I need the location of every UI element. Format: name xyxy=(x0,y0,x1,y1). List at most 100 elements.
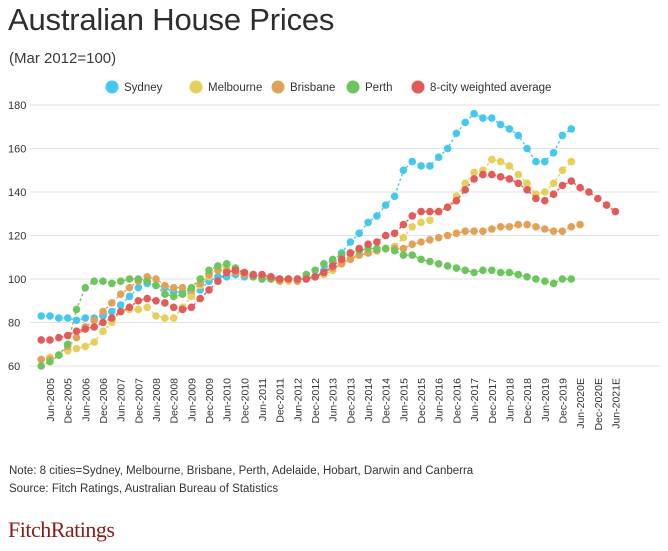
data-point[interactable] xyxy=(488,114,496,122)
data-point[interactable] xyxy=(328,255,337,264)
data-point[interactable] xyxy=(346,255,355,264)
data-point[interactable] xyxy=(116,307,125,316)
data-point[interactable] xyxy=(390,192,399,201)
data-point[interactable] xyxy=(505,162,514,170)
data-point[interactable] xyxy=(46,357,54,366)
data-point[interactable] xyxy=(470,175,478,183)
data-point[interactable] xyxy=(470,268,478,277)
data-point[interactable] xyxy=(81,342,90,351)
data-point[interactable] xyxy=(108,314,116,322)
data-point[interactable] xyxy=(161,290,169,299)
data-point[interactable] xyxy=(72,305,81,314)
data-point[interactable] xyxy=(470,227,478,235)
data-point[interactable] xyxy=(152,281,160,290)
data-point[interactable] xyxy=(549,190,558,198)
data-point[interactable] xyxy=(576,220,584,229)
data-point[interactable] xyxy=(452,229,461,238)
data-point[interactable] xyxy=(134,283,143,292)
data-point[interactable] xyxy=(549,279,558,288)
legend-item[interactable]: Sydney xyxy=(105,80,163,95)
data-point[interactable] xyxy=(479,227,487,235)
data-point[interactable] xyxy=(346,238,355,246)
data-point[interactable] xyxy=(567,177,576,185)
data-point[interactable] xyxy=(541,188,549,196)
data-point[interactable] xyxy=(532,223,540,231)
data-point[interactable] xyxy=(602,201,611,209)
data-point[interactable] xyxy=(63,314,72,322)
data-point[interactable] xyxy=(222,268,231,277)
data-point[interactable] xyxy=(125,275,134,283)
data-point[interactable] xyxy=(461,227,470,235)
data-point[interactable] xyxy=(258,270,266,279)
data-point[interactable] xyxy=(488,266,496,275)
data-point[interactable] xyxy=(178,305,187,314)
data-point[interactable] xyxy=(81,314,90,322)
data-point[interactable] xyxy=(152,297,160,305)
data-point[interactable] xyxy=(99,277,107,286)
data-point[interactable] xyxy=(408,240,417,248)
data-point[interactable] xyxy=(275,275,284,283)
data-point[interactable] xyxy=(90,338,98,346)
data-point[interactable] xyxy=(399,220,408,229)
data-point[interactable] xyxy=(134,275,143,283)
data-point[interactable] xyxy=(408,212,417,220)
data-point[interactable] xyxy=(222,260,231,268)
data-point[interactable] xyxy=(461,186,470,194)
data-point[interactable] xyxy=(169,283,178,292)
data-point[interactable] xyxy=(152,312,160,320)
data-point[interactable] xyxy=(470,168,478,177)
data-point[interactable] xyxy=(125,292,134,301)
data-point[interactable] xyxy=(523,273,531,281)
data-point[interactable] xyxy=(249,270,257,279)
data-point[interactable] xyxy=(470,109,478,118)
data-point[interactable] xyxy=(169,292,178,301)
data-point[interactable] xyxy=(381,201,390,209)
data-point[interactable] xyxy=(337,255,346,264)
data-point[interactable] xyxy=(108,299,116,307)
data-point[interactable] xyxy=(205,266,213,275)
data-point[interactable] xyxy=(108,279,116,288)
data-point[interactable] xyxy=(390,246,399,255)
data-point[interactable] xyxy=(161,314,169,322)
data-point[interactable] xyxy=(72,333,81,342)
data-point[interactable] xyxy=(99,318,107,327)
data-point[interactable] xyxy=(99,307,107,316)
data-point[interactable] xyxy=(364,218,372,227)
data-point[interactable] xyxy=(576,183,584,192)
data-point[interactable] xyxy=(355,244,364,253)
data-point[interactable] xyxy=(549,179,558,188)
data-point[interactable] xyxy=(611,207,620,216)
data-point[interactable] xyxy=(443,144,452,153)
data-point[interactable] xyxy=(90,323,98,331)
data-point[interactable] xyxy=(55,314,63,322)
data-point[interactable] xyxy=(205,286,213,294)
data-point[interactable] xyxy=(505,175,514,183)
data-point[interactable] xyxy=(46,312,54,320)
data-point[interactable] xyxy=(541,225,549,233)
data-point[interactable] xyxy=(426,257,434,266)
data-point[interactable] xyxy=(558,181,567,190)
data-point[interactable] xyxy=(311,273,319,281)
data-point[interactable] xyxy=(37,336,45,344)
data-point[interactable] xyxy=(214,262,222,270)
data-point[interactable] xyxy=(479,114,487,122)
data-point[interactable] xyxy=(99,327,107,336)
data-point[interactable] xyxy=(267,273,275,281)
data-point[interactable] xyxy=(417,255,425,264)
data-point[interactable] xyxy=(346,249,355,257)
data-point[interactable] xyxy=(178,283,187,292)
data-point[interactable] xyxy=(116,277,125,286)
data-point[interactable] xyxy=(381,244,390,253)
data-point[interactable] xyxy=(505,268,514,277)
data-point[interactable] xyxy=(381,231,390,240)
data-point[interactable] xyxy=(187,292,196,301)
data-point[interactable] xyxy=(434,233,443,242)
data-point[interactable] xyxy=(549,227,558,235)
data-point[interactable] xyxy=(390,229,399,238)
legend-item[interactable]: Brisbane xyxy=(271,80,336,95)
data-point[interactable] xyxy=(417,218,425,227)
data-point[interactable] xyxy=(37,362,45,370)
data-point[interactable] xyxy=(55,351,63,359)
data-point[interactable] xyxy=(116,290,125,299)
data-point[interactable] xyxy=(417,207,425,216)
